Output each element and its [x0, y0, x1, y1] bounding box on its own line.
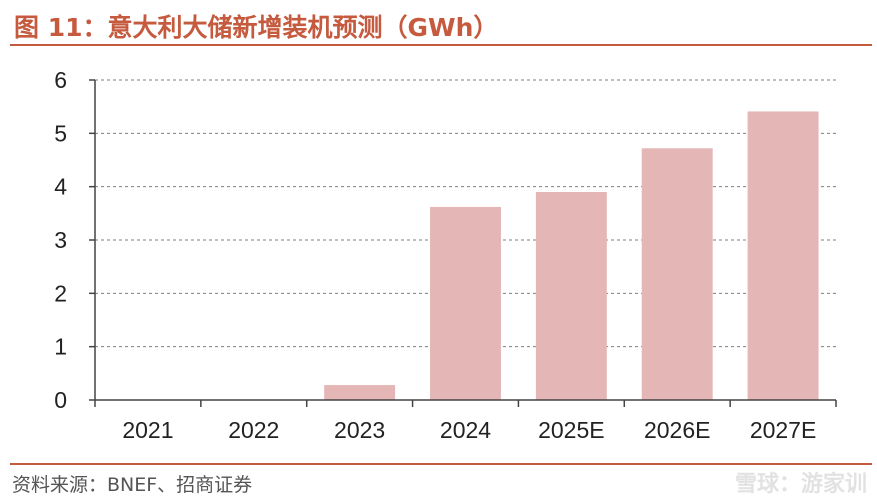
axes: [89, 79, 837, 407]
y-tick-label: 1: [54, 334, 67, 360]
x-tick-label: 2026E: [644, 417, 711, 443]
bar-2026E: [641, 148, 713, 400]
y-tick-labels: 0 1 2 3 4 5 6: [54, 67, 67, 413]
x-tick-label: 2025E: [538, 417, 605, 443]
x-tick-label: 2023: [334, 417, 385, 443]
bar-2023: [324, 385, 396, 400]
y-tick-label: 6: [54, 67, 67, 93]
y-tick-label: 4: [54, 174, 67, 200]
x-tick-label: 2024: [440, 417, 491, 443]
source-note: 资料来源：BNEF、招商证券: [12, 474, 253, 496]
watermark: 雪球：游家训: [734, 472, 867, 497]
bar-2024: [430, 206, 501, 400]
bar-chart: 0 1 2 3 4 5 6 2021 2022 2023 2024 2025E 2026E 2027E: [54, 67, 837, 443]
x-tick-label: 2022: [228, 417, 279, 443]
y-tick-label: 5: [54, 120, 67, 146]
title-divider: [10, 44, 872, 46]
x-tick-label: 2021: [122, 417, 173, 443]
chart-title: 图 11：意大利大储新增装机预测（GWh）: [14, 13, 499, 42]
footer-divider: [10, 463, 872, 465]
y-tick-label: 2: [54, 280, 67, 306]
bars: [324, 111, 819, 400]
x-tick-labels: 2021 2022 2023 2024 2025E 2026E 2027E: [122, 417, 816, 443]
y-tick-label: 0: [54, 387, 67, 413]
x-tick-label: 2027E: [750, 417, 817, 443]
bar-2025E: [535, 192, 607, 400]
y-tick-label: 3: [54, 227, 67, 253]
bar-2027E: [747, 111, 819, 400]
